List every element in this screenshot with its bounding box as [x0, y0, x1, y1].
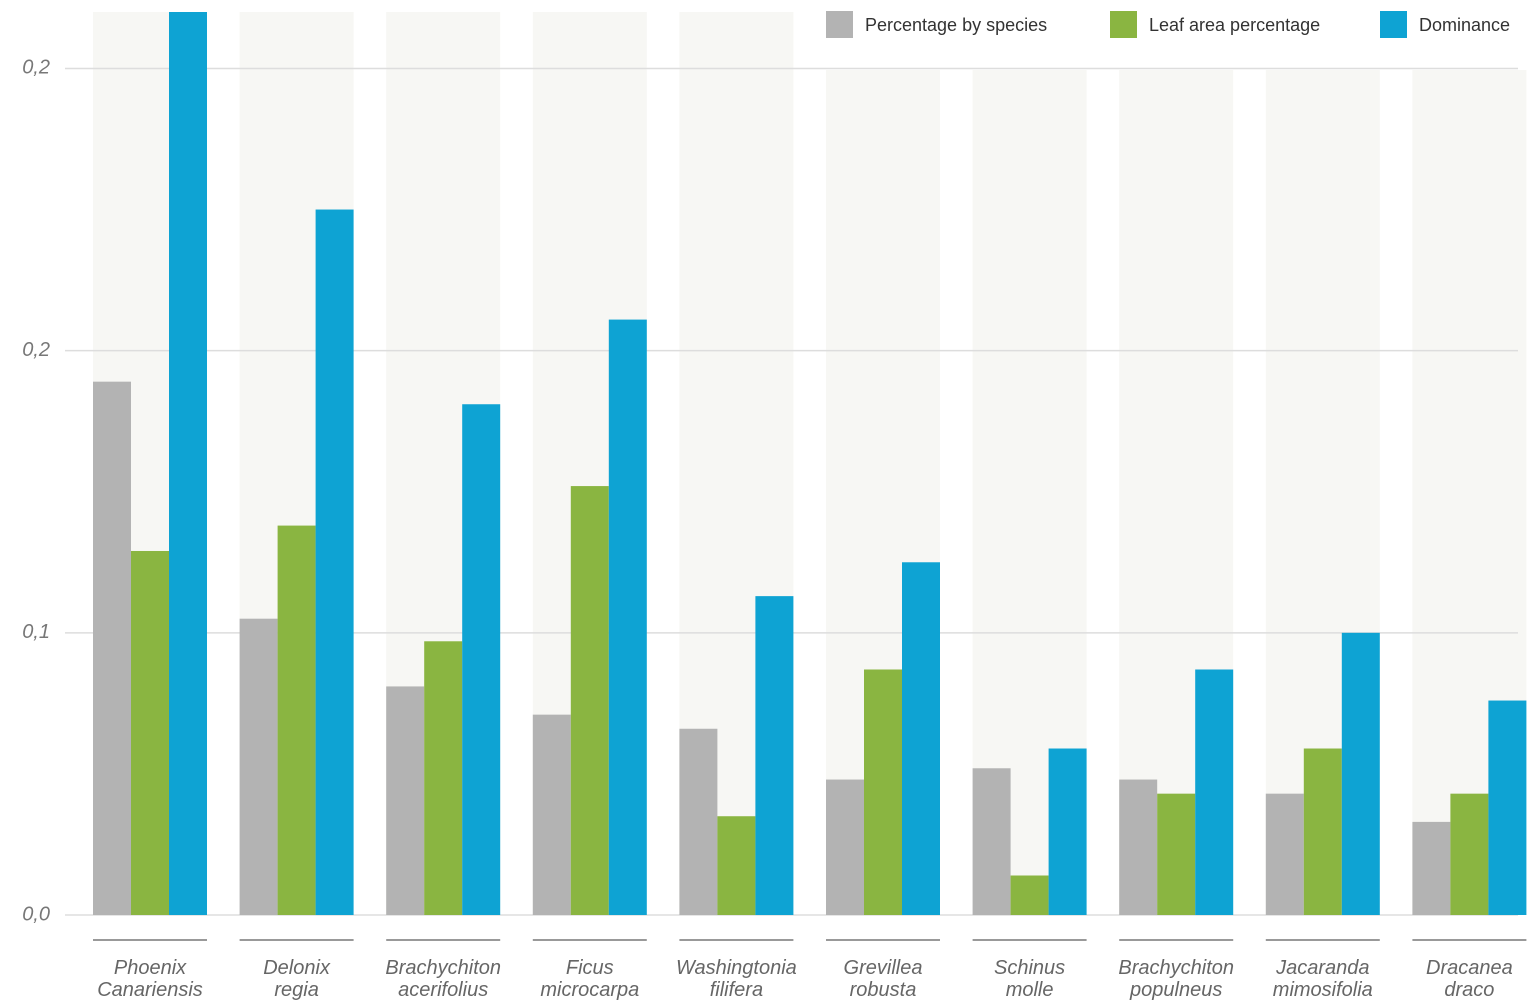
bar — [1048, 748, 1087, 915]
bar — [1265, 793, 1304, 915]
bar — [93, 381, 131, 915]
legend-label: Leaf area percentage — [1149, 15, 1320, 35]
bar — [755, 596, 794, 915]
bar — [1195, 669, 1234, 915]
bar — [1450, 793, 1489, 915]
x-tick-label: Washingtonia filifera — [675, 957, 797, 1001]
bar — [1157, 793, 1196, 915]
bar — [864, 669, 902, 915]
legend-background — [800, 0, 1532, 70]
x-tick-label: Delonix regia — [263, 957, 330, 1001]
bar — [972, 768, 1011, 915]
bar — [1412, 821, 1451, 915]
bar — [239, 618, 278, 915]
x-tick-label: Ficus microcarpa — [540, 957, 640, 1001]
bar — [1341, 632, 1380, 915]
bar — [131, 550, 169, 915]
bar — [902, 562, 940, 915]
bar — [1303, 748, 1342, 915]
x-tick-label: Dracanea draco — [1426, 957, 1513, 1001]
bar — [717, 816, 756, 915]
x-tick-label: Grevillea robusta — [843, 957, 923, 1001]
x-tick-label: Jacaranda mimosifolia — [1272, 957, 1373, 1001]
legend-swatch — [1380, 11, 1407, 38]
x-tick-label: Brachychiton acerifolius — [385, 957, 501, 1001]
bar — [826, 779, 864, 915]
y-tick-label: 0,2 — [22, 57, 50, 79]
x-tick-label: Schinus molle — [994, 957, 1066, 1001]
x-tick-label: Phoenix Canariensis — [97, 957, 203, 1001]
bar — [1488, 700, 1527, 915]
bar — [277, 525, 316, 915]
bar — [570, 486, 609, 915]
bar — [315, 209, 354, 915]
legend-swatch — [1110, 11, 1137, 38]
bar — [386, 686, 425, 915]
bar — [608, 319, 647, 916]
legend-swatch — [826, 11, 853, 38]
y-tick-label: 0,2 — [22, 339, 50, 361]
x-tick-label: Brachychiton populneus — [1118, 957, 1234, 1001]
bar — [462, 404, 501, 915]
y-tick-label: 0,1 — [22, 621, 50, 643]
y-tick-label: 0,0 — [22, 903, 50, 925]
bar — [532, 714, 571, 915]
bar — [424, 641, 463, 915]
bar — [679, 728, 718, 915]
legend-label: Dominance — [1419, 15, 1510, 35]
bar — [1010, 875, 1049, 915]
bar — [169, 12, 207, 915]
legend-label: Percentage by species — [865, 15, 1047, 35]
bar — [1119, 779, 1158, 915]
